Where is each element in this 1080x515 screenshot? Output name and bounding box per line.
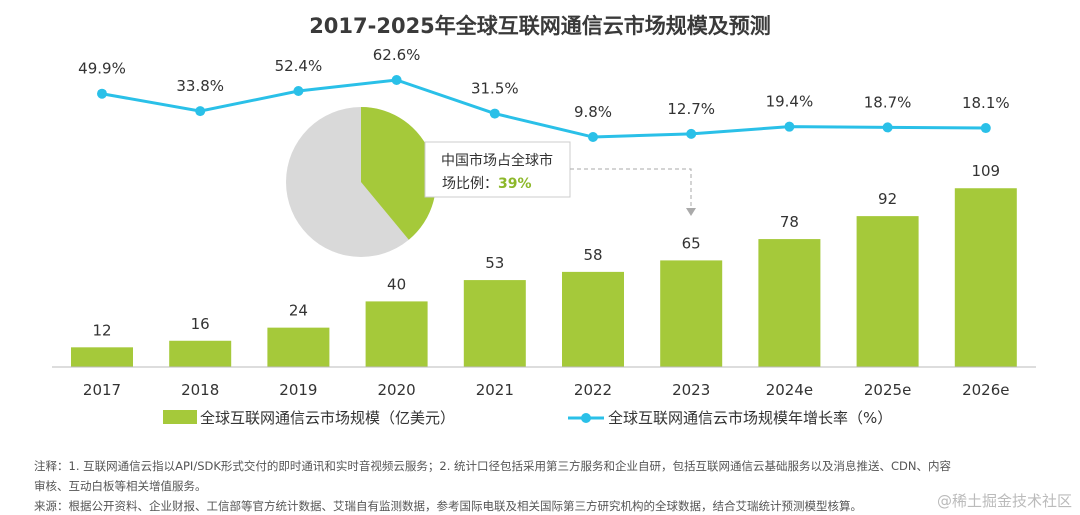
bar-2025e	[856, 216, 919, 367]
growth-label-2024e: 19.4%	[766, 93, 814, 111]
bar-2024e	[758, 239, 821, 367]
x-tick-2019: 2019	[279, 381, 317, 399]
pie-callout-value: 39%	[498, 176, 532, 192]
growth-line	[101, 78, 986, 139]
growth-point-2021	[489, 108, 500, 119]
bar-2019	[267, 327, 330, 367]
bar-label-2026e: 109	[971, 162, 1000, 180]
x-tick-2017: 2017	[83, 381, 121, 399]
bar-2020	[365, 301, 428, 367]
x-tick-2021: 2021	[476, 381, 514, 399]
chart-canvas: 12 2017 16 2018 24 2019 40 2020 53 2021 58 2022 65 20…	[52, 46, 1036, 427]
x-tick-2020: 2020	[378, 381, 416, 399]
growth-label-2020: 62.6%	[373, 46, 421, 64]
bar-2026e	[954, 188, 1017, 367]
legend-line-label: 全球互联网通信云市场规模年增长率（%）	[608, 409, 892, 427]
growth-point-2025e	[882, 122, 893, 133]
bar-label-2017: 12	[92, 321, 111, 339]
callout-connector	[570, 168, 692, 210]
bar-2018	[169, 340, 232, 367]
bar-label-2023: 65	[682, 234, 701, 252]
callout-arrow-icon	[686, 208, 696, 216]
growth-point-2024e	[784, 121, 795, 132]
growth-label-2021: 31.5%	[471, 80, 519, 98]
growth-point-2022	[588, 132, 598, 143]
note-line-1: 注释：1. 互联网通信云指以API/SDK形式交付的即时通讯和实时音视频云服务；…	[34, 459, 951, 473]
legend-bar-label: 全球互联网通信云市场规模（亿美元）	[200, 409, 455, 427]
bar-label-2025e: 92	[878, 190, 897, 208]
bar-label-2024e: 78	[780, 213, 799, 231]
legend-bar-swatch	[163, 410, 197, 424]
pie-slice-china	[361, 107, 437, 240]
x-tick-2022: 2022	[574, 381, 612, 399]
note-line-2: 审核、互动白板等相关增值服务。	[34, 479, 207, 493]
chart-title: 2017-2025年全球互联网通信云市场规模及预测	[309, 14, 771, 38]
bar-2021	[463, 280, 526, 367]
growth-label-2023: 12.7%	[667, 100, 715, 118]
growth-label-2025e: 18.7%	[864, 93, 912, 111]
growth-point-2026e	[980, 123, 991, 134]
pie-callout-box	[424, 141, 571, 198]
growth-point-2017	[97, 88, 107, 99]
bar-label-2019: 24	[289, 302, 308, 320]
legend-line-marker	[581, 413, 591, 423]
growth-label-2017: 49.9%	[78, 60, 126, 78]
pie-callout-label-2: 场比例：39%	[442, 176, 532, 192]
bar-2017	[71, 347, 133, 367]
growth-label-2026e: 18.1%	[962, 94, 1010, 112]
pie-callout-label: 中国市场占全球市	[441, 152, 553, 169]
watermark: @稀土掘金技术社区	[936, 492, 1072, 510]
growth-label-2022: 9.8%	[574, 103, 612, 121]
x-tick-2025e: 2025e	[864, 381, 911, 399]
bar-2023	[660, 260, 723, 367]
growth-label-2019: 52.4%	[275, 57, 323, 75]
x-tick-2024e: 2024e	[766, 381, 813, 399]
x-tick-2026e: 2026e	[962, 381, 1009, 399]
bar-2022	[562, 271, 624, 367]
growth-point-2023	[686, 128, 697, 139]
x-tick-2023: 2023	[672, 381, 710, 399]
source-note: 来源：根据公开资料、企业财报、工信部等官方统计数据、艾瑞自有监测数据，参考国际电…	[34, 499, 862, 513]
growth-point-2019	[293, 86, 304, 97]
growth-point-2018	[195, 106, 206, 117]
bar-label-2022: 58	[583, 246, 602, 264]
growth-point-2020	[391, 75, 402, 85]
bar-label-2020: 40	[387, 275, 406, 293]
bar-label-2018: 16	[191, 315, 210, 333]
x-tick-2018: 2018	[181, 381, 219, 399]
bar-label-2021: 53	[485, 254, 504, 272]
growth-label-2018: 33.8%	[176, 77, 224, 95]
